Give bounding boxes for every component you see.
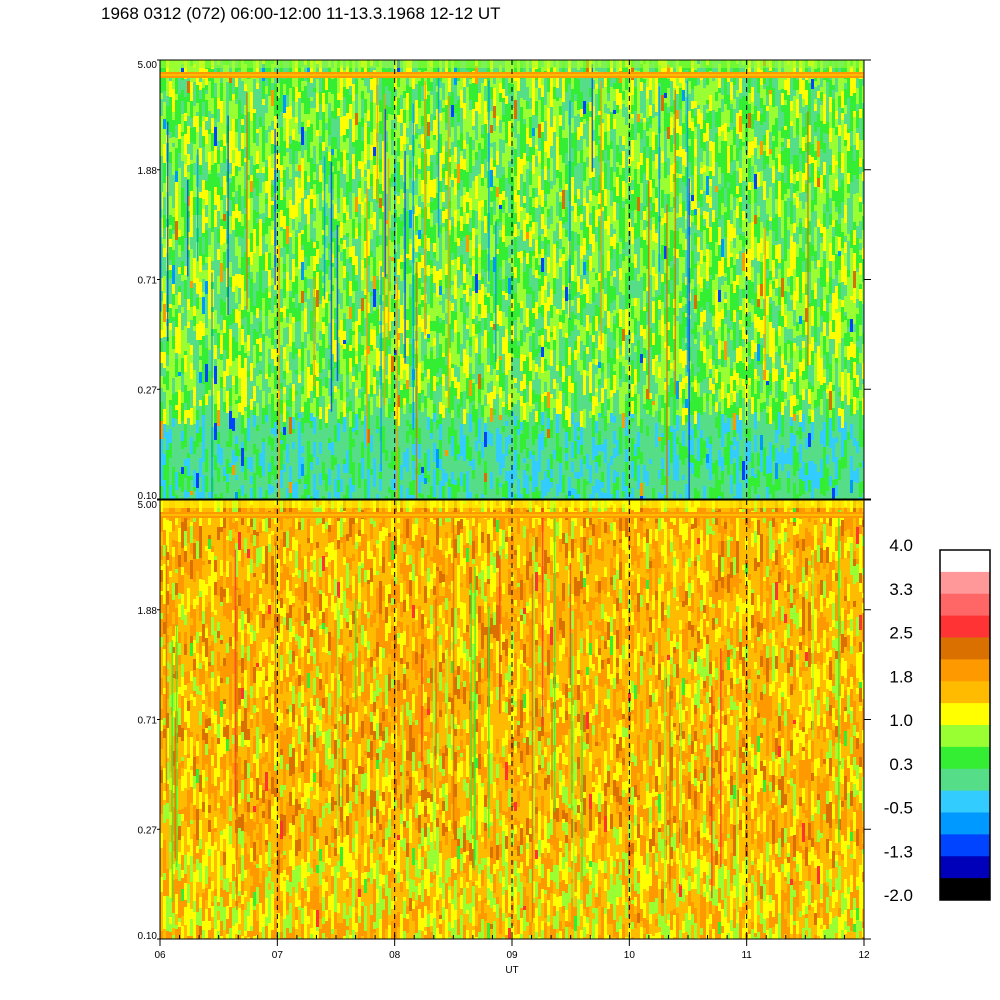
x-tick-label: 09 <box>506 950 518 961</box>
colorbar-swatch <box>940 878 990 901</box>
x-axis-label: UT <box>505 965 518 976</box>
y-tick-label: 5.00 <box>138 60 158 71</box>
y-tick-label: 5.00 <box>138 500 158 511</box>
page-title: 1968 0312 (072) 06:00-12:00 11-13.3.1968… <box>101 4 501 23</box>
x-tick-label: 10 <box>624 950 636 961</box>
colorbar-swatch <box>940 746 990 770</box>
colorbar-swatch <box>940 703 990 726</box>
colorbar-frame <box>939 549 991 901</box>
colorbar-label: 2.5 <box>889 624 913 643</box>
x-tick-label: 07 <box>272 950 284 961</box>
colorbar-label: 3.3 <box>889 580 913 599</box>
y-tick-label: 1.88 <box>138 606 158 617</box>
colorbar-swatch <box>940 834 990 857</box>
colorbar-label: -0.5 <box>884 799 913 818</box>
colorbar-swatch <box>940 790 990 813</box>
top-panel <box>159 59 865 500</box>
x-tick-label: 11 <box>741 950 752 961</box>
colorbar-label: 1.0 <box>889 711 913 730</box>
colorbar-swatch <box>940 856 990 879</box>
y-tick-label: 1.88 <box>138 166 158 177</box>
y-tick-label: 0.10 <box>138 931 158 942</box>
colorbar-swatch <box>940 637 990 660</box>
colorbar-label: 4.0 <box>889 536 913 555</box>
colorbar-swatch <box>940 812 990 835</box>
colorbar-swatch <box>940 659 990 682</box>
y-tick-label: 0.27 <box>138 385 158 396</box>
colorbar-swatch <box>940 571 990 595</box>
x-tick-label: 08 <box>389 950 401 961</box>
colorbar-label: -2.0 <box>884 886 913 905</box>
colorbar-swatch <box>940 768 990 792</box>
colorbar-label: -1.3 <box>884 842 913 861</box>
x-tick-label: 12 <box>858 950 870 961</box>
colorbar-label: 1.8 <box>889 667 913 686</box>
colorbar-swatch <box>940 550 990 573</box>
colorbar-swatch <box>940 725 990 748</box>
colorbar-swatch <box>940 615 990 638</box>
colorbar-swatch <box>940 681 990 704</box>
colorbar-label: 0.3 <box>889 755 913 774</box>
axes: 5.001.880.710.270.105.001.880.710.270.10… <box>138 59 871 976</box>
y-tick-label: 0.10 <box>138 491 158 502</box>
colorbar-swatch <box>940 593 990 617</box>
x-tick-label: 06 <box>154 950 166 961</box>
y-tick-label: 0.27 <box>138 825 158 836</box>
bottom-panel <box>159 499 865 940</box>
y-tick-label: 0.71 <box>138 716 158 727</box>
y-tick-label: 0.71 <box>138 276 158 287</box>
colorbar: 4.0 3.3 2.5 1.8 1.0 0.3 -0.5 -1.3 -2.0 <box>884 536 991 905</box>
